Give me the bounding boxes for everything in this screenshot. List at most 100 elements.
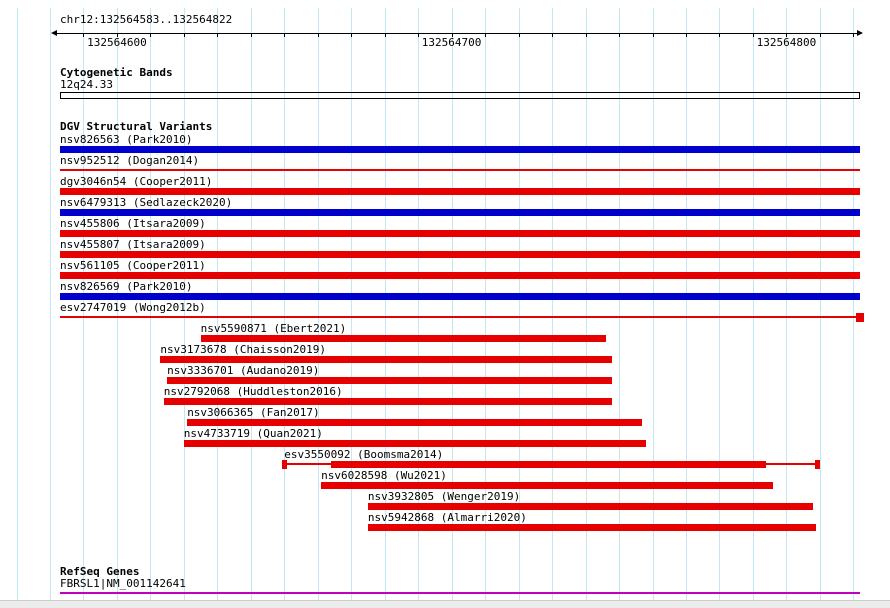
gridline — [317, 8, 319, 600]
ruler-tick-label: 132564600 — [87, 36, 147, 49]
variant-bar[interactable] — [367, 524, 817, 531]
variant-bar[interactable] — [60, 146, 860, 153]
variant-bar[interactable] — [160, 356, 613, 363]
ruler-tick — [217, 33, 219, 37]
gene-glyph[interactable] — [60, 592, 860, 594]
variant-label[interactable]: nsv3066365 (Fan2017) — [187, 406, 320, 419]
gridline — [451, 8, 453, 600]
ruler-tick — [250, 33, 252, 37]
gridline — [83, 8, 85, 600]
variant-label[interactable]: nsv952512 (Dogan2014) — [60, 154, 200, 167]
gridline — [284, 8, 286, 600]
ruler-tick — [819, 33, 821, 37]
variant-bar[interactable] — [163, 398, 613, 405]
gridline — [518, 8, 520, 600]
ruler-tick — [752, 33, 754, 37]
ruler-tick — [786, 33, 788, 37]
gene-label[interactable]: FBRSL1|NM_001142641 — [60, 577, 186, 590]
gridline — [752, 8, 754, 600]
gridline — [50, 8, 51, 600]
ruler-tick — [853, 33, 855, 37]
variant-label[interactable]: nsv3173678 (Chaisson2019) — [160, 343, 326, 356]
gridline — [619, 8, 620, 600]
section-title-refseq: RefSeq Genes — [60, 565, 140, 578]
variant-bar[interactable] — [331, 461, 767, 468]
variant-line[interactable] — [60, 316, 860, 318]
ruler-tick — [652, 33, 654, 37]
ruler-tick — [351, 33, 353, 37]
gridline — [16, 8, 18, 600]
variant-label[interactable]: nsv826563 (Park2010) — [60, 133, 193, 146]
variant-bar[interactable] — [60, 293, 860, 300]
ruler-left-arrow-icon — [51, 30, 57, 36]
gridline — [819, 8, 821, 600]
gridline — [485, 8, 487, 600]
gridline — [552, 8, 554, 600]
variant-label[interactable]: nsv826569 (Park2010) — [60, 280, 193, 293]
variant-label[interactable]: esv3550092 (Boomsma2014) — [284, 448, 444, 461]
gridline — [652, 8, 654, 600]
section-title-cytobands: Cytogenetic Bands — [60, 66, 173, 79]
variant-endcap[interactable] — [856, 313, 864, 322]
ruler-tick — [116, 33, 118, 37]
variant-label[interactable]: nsv4733719 (Quan2021) — [183, 427, 323, 440]
ruler-right-arrow-icon — [857, 30, 863, 36]
variant-bar[interactable] — [60, 272, 860, 279]
variant-label[interactable]: nsv455806 (Itsara2009) — [60, 217, 206, 230]
variant-bar[interactable] — [60, 209, 860, 216]
variant-label[interactable]: nsv5590871 (Ebert2021) — [200, 322, 347, 335]
gridline — [351, 8, 353, 600]
variant-bar[interactable] — [183, 440, 646, 447]
variant-bar[interactable] — [60, 230, 860, 237]
variant-label[interactable]: nsv3336701 (Audano2019) — [167, 364, 320, 377]
variant-label[interactable]: nsv3932805 (Wenger2019) — [367, 490, 521, 503]
gridline — [217, 8, 219, 600]
ruler-tick-label: 132564700 — [421, 36, 482, 49]
ruler-tick — [585, 33, 587, 37]
variant-label[interactable]: nsv2792068 (Huddleston2016) — [163, 385, 343, 398]
ruler-tick — [317, 33, 319, 37]
variant-bar[interactable] — [60, 251, 860, 258]
variant-label[interactable]: nsv455807 (Itsara2009) — [60, 238, 206, 251]
cytoband-label: 12q24.33 — [60, 78, 113, 91]
variant-label[interactable]: nsv561105 (Cooper2011) — [60, 259, 206, 272]
ruler-tick — [284, 33, 286, 37]
ruler-tick — [83, 33, 85, 37]
gridline — [853, 8, 855, 600]
gridline — [719, 8, 721, 600]
ruler-tick — [418, 33, 420, 37]
gridline — [183, 8, 185, 600]
gridline — [418, 8, 420, 600]
gridline — [116, 8, 118, 600]
variant-bar[interactable] — [60, 188, 860, 195]
variant-label[interactable]: nsv5942868 (Almarri2020) — [367, 511, 527, 524]
ruler-tick — [451, 33, 453, 37]
section-title-dgv: DGV Structural Variants — [60, 120, 213, 133]
ruler-tick — [619, 33, 620, 37]
gridline — [384, 8, 386, 600]
ruler-tick — [183, 33, 185, 37]
bottom-strip — [0, 600, 890, 608]
ruler-tick — [485, 33, 487, 37]
variant-bar[interactable] — [367, 503, 814, 510]
ruler-tick — [384, 33, 386, 37]
gridline — [585, 8, 587, 600]
variant-label[interactable]: dgv3046n54 (Cooper2011) — [60, 175, 213, 188]
variant-line[interactable] — [60, 169, 860, 171]
variant-bar[interactable] — [200, 335, 606, 342]
ruler-line — [57, 33, 857, 34]
variant-bar[interactable] — [321, 482, 773, 489]
gridline — [250, 8, 252, 600]
region-label: chr12:132564583..132564822 — [60, 13, 233, 26]
variant-label[interactable]: esv2747019 (Wong2012b) — [60, 301, 206, 314]
variant-bar[interactable] — [167, 377, 613, 384]
variant-label[interactable]: nsv6479313 (Sedlazeck2020) — [60, 196, 233, 209]
variant-label[interactable]: nsv6028598 (Wu2021) — [321, 469, 447, 482]
variant-endcap[interactable] — [814, 460, 820, 469]
variant-endcap[interactable] — [282, 460, 288, 469]
variant-bar[interactable] — [187, 419, 643, 426]
gridline — [150, 8, 152, 600]
ruler-tick — [719, 33, 721, 37]
cytoband-glyph[interactable] — [60, 92, 860, 99]
